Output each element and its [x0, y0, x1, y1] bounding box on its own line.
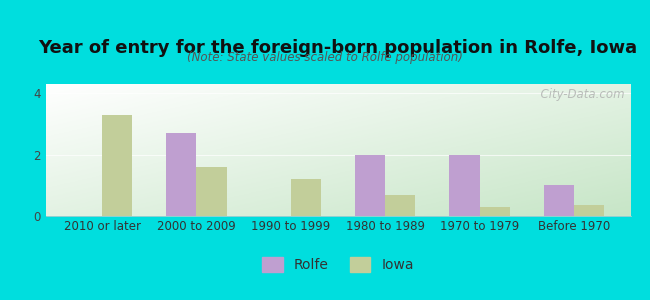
Text: (Note: State values scaled to Rolfe population): (Note: State values scaled to Rolfe popu… [187, 52, 463, 64]
Bar [166, 133, 196, 216]
Bar [480, 207, 510, 216]
Bar [102, 115, 133, 216]
Bar [291, 179, 321, 216]
Title: Year of entry for the foreign-born population in Rolfe, Iowa: Year of entry for the foreign-born popul… [38, 39, 638, 57]
Legend: Rolfe, Iowa: Rolfe, Iowa [256, 252, 420, 278]
Bar [574, 205, 604, 216]
Text: City-Data.com: City-Data.com [533, 88, 625, 101]
Bar [385, 194, 415, 216]
Bar [449, 154, 480, 216]
Bar [196, 167, 227, 216]
Bar [543, 185, 574, 216]
Bar [355, 154, 385, 216]
